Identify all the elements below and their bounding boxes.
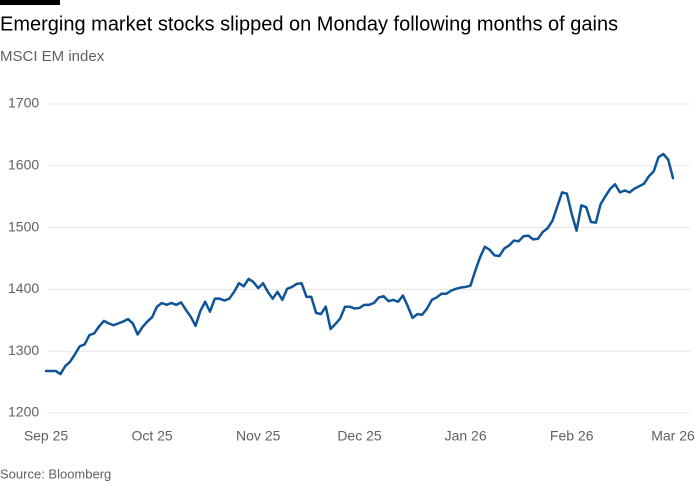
x-tick-label: Sep 25 [24,428,69,444]
x-tick-label: Feb 26 [550,428,594,444]
x-tick-label: Mar 26 [651,428,695,444]
y-tick-label: 1300 [8,342,39,358]
x-tick-label: Nov 25 [236,428,281,444]
y-tick-label: 1500 [8,218,39,234]
brand-bar [0,0,60,5]
y-tick-label: 1400 [8,280,39,296]
chart-subtitle: MSCI EM index [0,48,105,65]
source: Source: Bloomberg [0,466,111,481]
x-tick-label: Oct 25 [131,428,172,444]
y-tick-label: 1700 [8,95,39,111]
x-tick-label: Dec 25 [337,428,382,444]
y-tick-label: 1200 [8,404,39,420]
data-line [44,152,675,376]
y-tick-label: 1600 [8,157,39,173]
chart-title: Emerging market stocks slipped on Monday… [0,13,618,35]
x-tick-label: Jan 26 [445,428,487,444]
